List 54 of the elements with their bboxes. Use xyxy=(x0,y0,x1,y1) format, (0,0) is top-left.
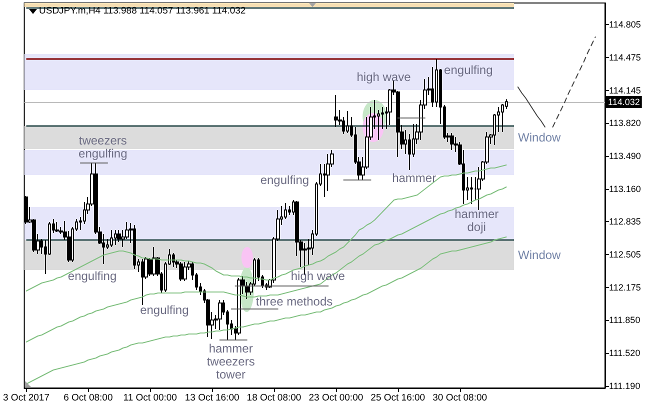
annotation: engulfing xyxy=(68,269,117,283)
candlestick xyxy=(55,222,59,232)
line-series xyxy=(26,186,507,342)
annotation: hammer tweezers tower xyxy=(206,342,255,382)
candlestick xyxy=(237,278,241,336)
x-tick-label: 3 Oct 2017 xyxy=(2,392,50,404)
candlestick xyxy=(346,110,349,134)
x-tick-label: 30 Oct 08:00 xyxy=(432,392,488,404)
y-tick-label: 112.835 xyxy=(609,216,641,226)
band-label: Window xyxy=(518,130,562,144)
y-tick-label: 113.820 xyxy=(609,118,641,128)
y-tick-label: 112.505 xyxy=(609,250,641,260)
annotation: hammer doji xyxy=(454,207,499,234)
candlestick xyxy=(501,104,504,132)
annotation: high wave xyxy=(356,70,412,84)
candlestick xyxy=(183,262,187,282)
x-tick-label: 11 Oct 00:00 xyxy=(123,392,177,404)
annotation: tweezers engulfing xyxy=(78,134,128,160)
y-tick-label: 114.805 xyxy=(609,20,641,30)
annotation: engulfing xyxy=(140,303,189,317)
x-tick-label: 25 Oct 16:00 xyxy=(370,392,426,404)
annotation: hammer xyxy=(392,171,436,185)
annotation: engulfing xyxy=(260,173,310,187)
y-tick-label: 113.160 xyxy=(609,184,641,194)
annotation: three methods xyxy=(256,294,333,308)
x-tick-label: 23 Oct 00:00 xyxy=(308,392,364,404)
line-series xyxy=(517,86,546,128)
y-tick-label: 114.475 xyxy=(609,52,641,62)
candlestick xyxy=(114,230,117,246)
candlestick xyxy=(334,94,338,128)
candlestick xyxy=(141,258,144,306)
y-tick-label: 111.850 xyxy=(609,315,640,325)
candlestick xyxy=(218,300,222,330)
annotation: engulfing xyxy=(444,63,493,77)
candlestick xyxy=(152,246,156,276)
y-tick-label: 111.520 xyxy=(609,348,640,358)
candlestick xyxy=(470,176,473,204)
ref-line-label: 114.032 xyxy=(608,97,640,107)
candlestick xyxy=(450,132,454,150)
x-tick-label: 6 Oct 08:00 xyxy=(64,392,113,404)
y-tick-label: 112.175 xyxy=(609,282,641,292)
candlestick xyxy=(172,252,175,268)
x-tick-label: 18 Oct 08:00 xyxy=(246,392,302,404)
candlestick xyxy=(110,230,113,248)
band-label: Window xyxy=(518,248,562,262)
candlestick xyxy=(179,262,183,282)
line-series xyxy=(26,164,507,292)
candlestick xyxy=(133,224,136,270)
x-tick-label: 13 Oct 16:00 xyxy=(184,392,240,404)
y-tick-label: 114.145 xyxy=(609,86,641,96)
y-tick-label: 113.490 xyxy=(609,151,641,161)
chart-title: USDJPY.m,H4 113.988 114.057 113.961 114.032 xyxy=(39,6,246,16)
line-series xyxy=(552,36,596,128)
y-tick-label: 111.190 xyxy=(609,381,640,391)
